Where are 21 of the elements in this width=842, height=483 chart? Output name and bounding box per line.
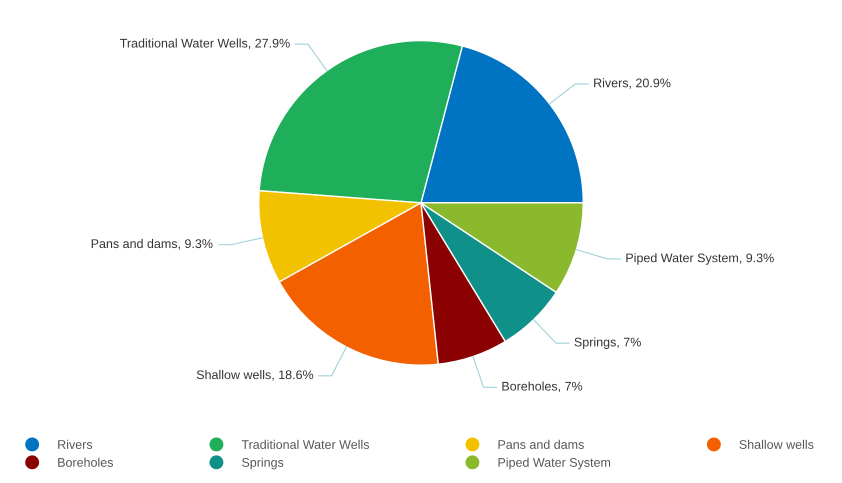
data-label: , 7% bbox=[558, 382, 582, 392]
legend-label: Traditional Water Wells bbox=[242, 440, 370, 449]
data-label: , 9.3% bbox=[178, 239, 213, 250]
legend-label: Shallow wells bbox=[739, 440, 814, 449]
slice-label: Shallow wells bbox=[196, 370, 271, 380]
legend-label: Rivers bbox=[58, 440, 92, 449]
slice-label: Traditional Water Wells bbox=[120, 38, 248, 48]
slice-label: Pans and dams bbox=[92, 238, 178, 248]
slice-label: Boreholes bbox=[502, 381, 558, 391]
data-label: , 7% bbox=[617, 338, 641, 348]
data-label: , 9.3% bbox=[740, 253, 774, 264]
slice-label: Springs bbox=[574, 337, 616, 349]
legend-label: Springs bbox=[242, 458, 284, 470]
slice-label: Rivers bbox=[594, 78, 628, 88]
data-label: , 27.9% bbox=[248, 38, 290, 50]
data-label: , 18.6% bbox=[272, 370, 314, 381]
legend-label: Piped Water System bbox=[498, 458, 610, 470]
legend-label: Pans and dams bbox=[498, 440, 584, 449]
slice-label: Piped Water System bbox=[626, 253, 738, 265]
legend-label: Boreholes bbox=[58, 458, 114, 467]
data-label: , 20.9% bbox=[630, 78, 670, 89]
